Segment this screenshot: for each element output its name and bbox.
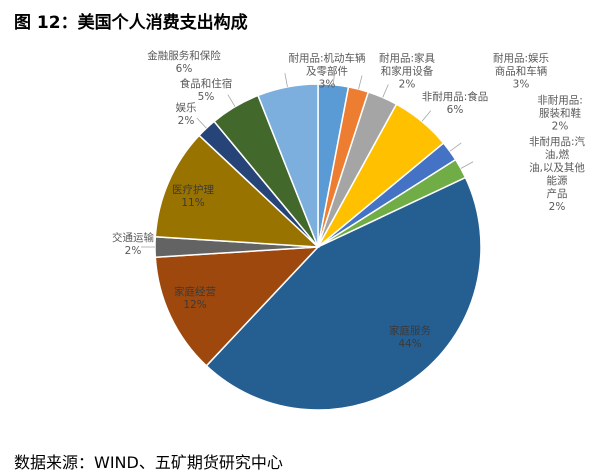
category-label: 非耐用品:食品	[421, 91, 489, 103]
slice-label: 耐用品:机动车辆 及零部件 3%	[288, 53, 365, 92]
leader-line	[196, 117, 207, 129]
leader-line	[460, 161, 474, 169]
category-label: 非耐用品:服装和鞋	[537, 94, 583, 120]
percent-label: 2%	[124, 245, 142, 257]
category-label: 医疗护理	[172, 184, 214, 196]
leader-line	[449, 142, 462, 152]
percent-label: 11%	[181, 197, 205, 209]
slice-label: 非耐用品:食品 6%	[422, 91, 489, 117]
percent-label: 6%	[175, 63, 193, 75]
category-label: 耐用品:机动车辆 及零部件	[288, 52, 366, 78]
slice-label: 非耐用品:汽油,燃 油,以及其他能源 产品 2%	[528, 136, 586, 214]
pie-slice	[257, 83, 319, 248]
category-label: 娱乐	[175, 102, 197, 114]
percent-label: 2%	[398, 78, 416, 91]
slice-label: 医疗护理 11%	[172, 184, 214, 210]
pie-slice	[154, 246, 320, 367]
category-label: 耐用品:家具 和家用设备	[378, 52, 436, 78]
slice-label: 食品和住宿 5%	[180, 78, 233, 104]
slice-label: 耐用品:娱乐 商品和车辆 3%	[493, 53, 549, 92]
percent-label: 44%	[398, 338, 422, 350]
percent-label: 2%	[177, 115, 195, 127]
slice-label: 家庭经营 12%	[174, 286, 216, 312]
leader-line	[358, 75, 363, 90]
chart-title: 图 12：美国个人消费支出构成	[14, 13, 248, 33]
pie-slice	[154, 134, 321, 248]
leader-line	[382, 84, 389, 98]
leader-line	[227, 94, 236, 107]
percent-label: 3%	[318, 78, 336, 91]
category-label: 非耐用品:汽油,燃 油,以及其他能源 产品	[528, 136, 586, 200]
pie-slice	[205, 176, 482, 411]
slice-label: 金融服务和保险 6%	[147, 50, 221, 76]
category-label: 家庭服务	[389, 325, 431, 337]
category-label: 交通运输	[112, 232, 154, 244]
slice-label: 交通运输 2%	[112, 232, 154, 258]
category-label: 食品和住宿	[179, 78, 233, 90]
percent-label: 5%	[197, 91, 215, 103]
leader-line	[332, 70, 336, 85]
slice-label: 娱乐 2%	[176, 102, 197, 128]
percent-label: 2%	[551, 120, 569, 133]
slice-label: 非耐用品:服装和鞋 2%	[533, 95, 588, 134]
leader-line	[421, 110, 432, 122]
slice-label: 家庭服务 44%	[389, 325, 431, 351]
category-label: 金融服务和保险	[147, 50, 221, 62]
category-label: 家庭经营	[174, 286, 216, 298]
leader-line	[284, 73, 288, 87]
percent-label: 12%	[183, 299, 207, 311]
percent-label: 6%	[446, 104, 464, 116]
source-note: 数据来源：WIND、五矿期货研究中心	[14, 453, 283, 472]
percent-label: 2%	[548, 201, 566, 213]
slice-label: 耐用品:家具 和家用设备 2%	[379, 53, 435, 92]
percent-label: 3%	[512, 78, 530, 91]
category-label: 耐用品:娱乐 商品和车辆	[492, 52, 550, 78]
